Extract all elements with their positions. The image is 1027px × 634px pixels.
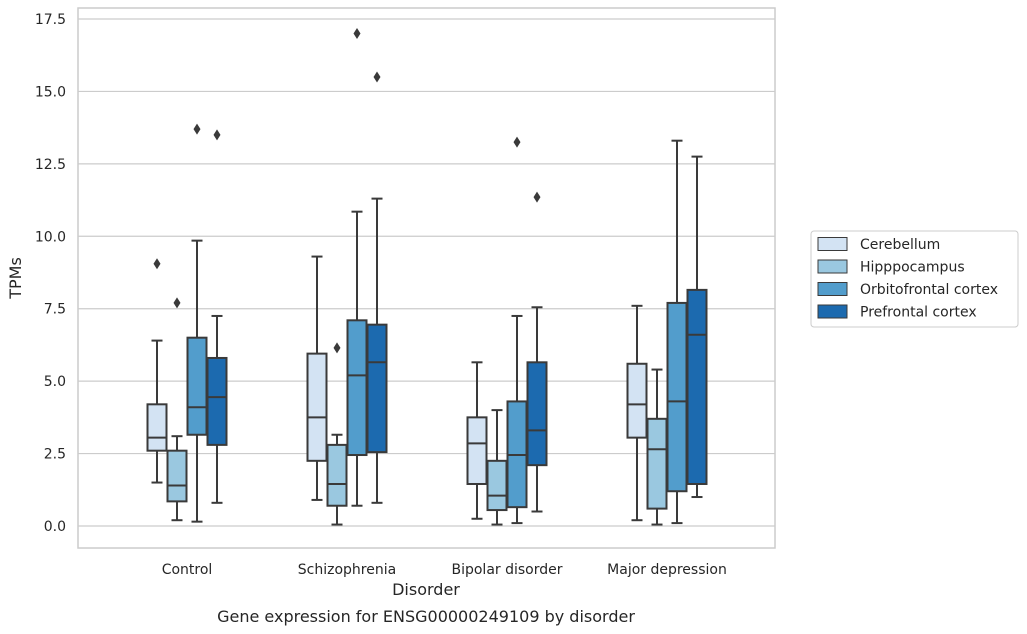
box-iqr [326, 443, 348, 507]
legend-swatch [817, 259, 848, 274]
plot-frame [77, 7, 776, 549]
box-iqr [646, 417, 668, 510]
box-iqr [466, 416, 488, 485]
legend-swatch [817, 304, 848, 319]
box-iqr [666, 301, 688, 493]
y-tick-label: 0.0 [44, 519, 66, 535]
box-prefrontal-cortex [206, 129, 228, 504]
box-orbitofrontal-cortex [506, 136, 528, 525]
y-tick-label: 2.5 [44, 447, 66, 463]
box-orbitofrontal-cortex [186, 123, 208, 523]
x-tick-label: Bipolar disorder [451, 562, 562, 578]
box-prefrontal-cortex [526, 191, 548, 513]
x-tick-label: Major depression [607, 562, 727, 578]
y-tick-label: 15.0 [35, 84, 66, 100]
outlier-marker [153, 258, 161, 270]
box-iqr [186, 336, 208, 436]
box-iqr [146, 403, 168, 452]
box-prefrontal-cortex [686, 155, 708, 499]
y-tick-label: 17.5 [35, 12, 66, 28]
x-tick-label: Control [162, 562, 213, 578]
outlier-marker [193, 123, 201, 135]
legend-label: Orbitofrontal cortex [860, 282, 998, 298]
box-iqr [486, 459, 508, 512]
y-axis-title: TPMs [6, 257, 25, 300]
box-prefrontal-cortex [366, 71, 388, 504]
x-tick-label: Schizophrenia [298, 562, 396, 578]
y-tick-label: 12.5 [35, 157, 66, 173]
chart-title: Gene expression for ENSG00000249109 by d… [217, 607, 635, 626]
outlier-marker [513, 136, 521, 148]
box-iqr [206, 356, 228, 446]
y-tick-label: 10.0 [35, 229, 66, 245]
legend: Cerebellum Hipppocampus Orbitofrontal cort… [810, 230, 1019, 328]
outlier-marker [333, 342, 341, 354]
box-orbitofrontal-cortex [346, 27, 368, 507]
box-cerebellum [146, 258, 168, 484]
outlier-marker [353, 27, 361, 39]
box-hipppocampus [166, 297, 188, 522]
y-tick-label: 7.5 [44, 302, 66, 318]
box-iqr [366, 323, 388, 454]
box-cerebellum [306, 255, 328, 501]
legend-label: Prefrontal cortex [860, 305, 977, 321]
box-hipppocampus [326, 342, 348, 526]
outlier-marker [213, 129, 221, 141]
box-iqr [526, 361, 548, 467]
box-iqr [306, 352, 328, 462]
x-tick-labels: Control Schizophrenia Bipolar disorder Majo… [162, 562, 727, 578]
legend-label: Cerebellum [860, 237, 940, 253]
legend-swatch [817, 237, 848, 251]
box-cerebellum [626, 304, 648, 522]
y-tick-labels: 0.0 2.5 5.0 7.5 10.0 12.5 15.0 17.5 [35, 12, 66, 535]
y-tick-label: 5.0 [44, 374, 66, 390]
box-iqr [166, 449, 188, 503]
x-axis-title: Disorder [392, 580, 460, 599]
box-iqr [686, 288, 708, 485]
legend-frame [810, 230, 1019, 328]
box-iqr [346, 319, 368, 457]
outlier-marker [173, 297, 181, 309]
box-series [146, 27, 708, 526]
legend-swatch [817, 282, 848, 296]
outlier-marker [533, 191, 541, 203]
outlier-marker [373, 71, 381, 83]
box-cerebellum [466, 361, 488, 520]
box-iqr [626, 362, 648, 439]
legend-label: Hipppocampus [860, 260, 965, 276]
